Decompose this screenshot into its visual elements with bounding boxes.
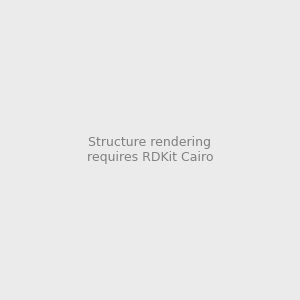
Text: Structure rendering
requires RDKit Cairo: Structure rendering requires RDKit Cairo [87, 136, 213, 164]
